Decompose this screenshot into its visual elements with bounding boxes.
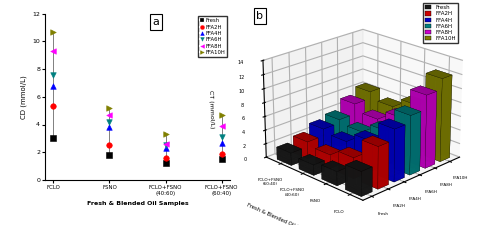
Point	[106, 144, 114, 147]
Point	[218, 135, 226, 139]
Point	[162, 132, 170, 136]
Point	[106, 120, 114, 124]
Point	[50, 73, 58, 76]
Point	[162, 146, 170, 150]
Point	[50, 49, 58, 53]
Point	[162, 142, 170, 146]
Point	[218, 152, 226, 155]
Point	[162, 144, 170, 147]
Text: a: a	[152, 17, 160, 27]
Point	[50, 84, 58, 88]
Point	[218, 158, 226, 161]
Point	[106, 113, 114, 117]
Point	[106, 106, 114, 110]
Point	[50, 105, 58, 108]
Text: b: b	[256, 11, 264, 21]
Point	[218, 124, 226, 128]
Point	[162, 162, 170, 165]
Legend: Fresh, FFA2H, FFA4H, FFA6H, FFA8H, FFA10H: Fresh, FFA2H, FFA4H, FFA6H, FFA8H, FFA10…	[198, 16, 228, 57]
Point	[50, 137, 58, 140]
Point	[218, 141, 226, 144]
Y-axis label: CD (mmol/L): CD (mmol/L)	[20, 75, 26, 119]
Point	[106, 126, 114, 129]
Point	[218, 113, 226, 117]
Point	[106, 153, 114, 157]
Legend: Fresh, FFA2H, FFA4H, FFA6H, FFA8H, FFA10H: Fresh, FFA2H, FFA4H, FFA6H, FFA8H, FFA10…	[424, 3, 458, 43]
X-axis label: Fresh & Blended Oil Samples: Fresh & Blended Oil Samples	[86, 201, 188, 206]
Y-axis label: Fresh & Blended Oil Samples: Fresh & Blended Oil Samples	[246, 202, 318, 225]
Point	[50, 30, 58, 33]
Point	[162, 156, 170, 160]
